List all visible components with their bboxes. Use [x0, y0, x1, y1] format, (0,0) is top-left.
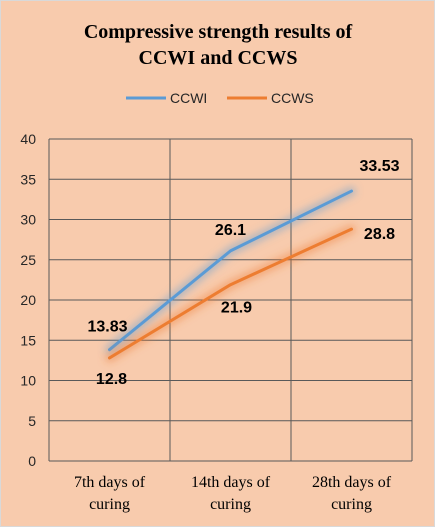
- data-label: 33.53: [359, 158, 399, 175]
- legend-label: CCWS: [271, 90, 314, 106]
- y-tick-label: 40: [20, 131, 36, 147]
- series-line-glow: [105, 186, 356, 355]
- y-tick-label: 10: [20, 373, 36, 389]
- series-lines: [105, 186, 356, 363]
- chart-title: Compressive strength results of CCWI and …: [84, 21, 353, 69]
- x-category-label: curing: [331, 496, 372, 513]
- y-tick-label: 0: [28, 453, 36, 469]
- chart-title-line: Compressive strength results of: [84, 21, 353, 43]
- x-category-label: curing: [210, 496, 251, 513]
- x-category-label: 28th days of: [312, 474, 392, 491]
- y-tick-label: 15: [20, 332, 36, 348]
- y-tick-label: 30: [20, 212, 36, 228]
- y-tick-label: 35: [20, 171, 36, 187]
- data-label: 21.9: [221, 300, 252, 317]
- chart-title-line: CCWI and CCWS: [139, 47, 298, 69]
- y-tick-label: 25: [20, 252, 36, 268]
- series-line: [108, 227, 353, 360]
- series-line: [108, 189, 353, 352]
- x-category-label: curing: [89, 496, 130, 513]
- data-label: 13.83: [87, 319, 127, 336]
- legend-label: CCWI: [170, 90, 207, 106]
- y-tick-label: 5: [28, 413, 36, 429]
- chart-legend: CCWI CCWS: [126, 90, 314, 106]
- x-category-label: 14th days of: [191, 474, 271, 491]
- y-axis-ticks: 0 5 10 15 20 25 30 35 40: [20, 131, 36, 469]
- data-label: 26.1: [215, 222, 246, 239]
- y-tick-label: 20: [20, 292, 36, 308]
- data-labels: 13.83 26.1 33.53 12.8 21.9 28.8: [87, 158, 399, 388]
- x-category-label: 7th days of: [74, 474, 146, 491]
- data-label: 28.8: [364, 226, 395, 243]
- x-axis-categories: 7th days of curing 14th days of curing 28th …: [74, 474, 392, 513]
- data-label: 12.8: [96, 371, 127, 388]
